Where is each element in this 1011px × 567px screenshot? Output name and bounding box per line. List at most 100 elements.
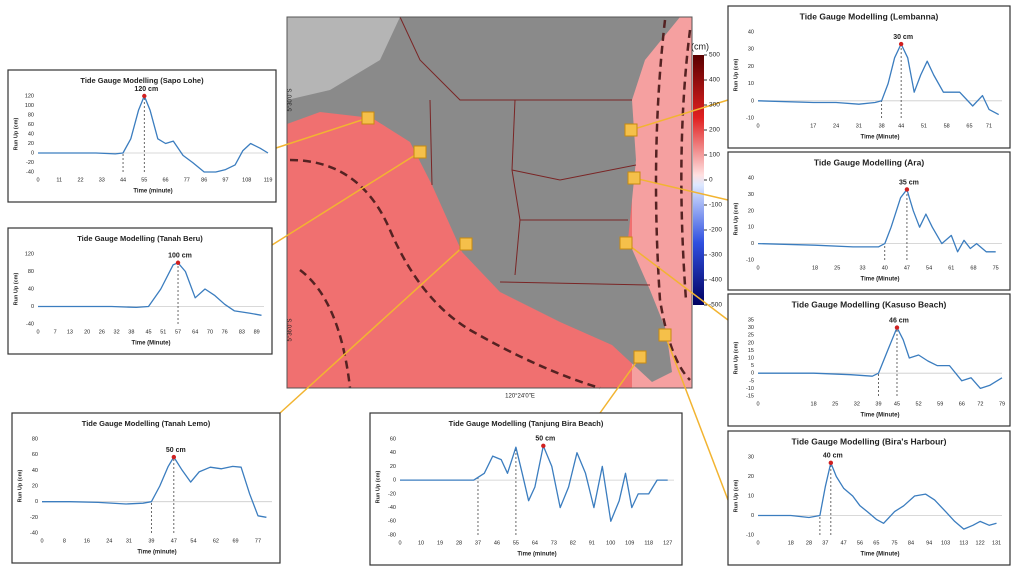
y-tick-label: -20 <box>26 160 34 166</box>
peak-marker <box>829 461 833 465</box>
x-tick-label: 89 <box>254 329 260 335</box>
y-tick-label: 0 <box>751 98 754 104</box>
x-tick-label: 11 <box>56 177 62 183</box>
x-tick-label: 59 <box>937 401 943 407</box>
x-tick-label: 45 <box>894 401 900 407</box>
chart-frame <box>728 294 1010 426</box>
y-tick-label: 40 <box>32 468 38 474</box>
x-tick-label: 77 <box>255 538 261 544</box>
x-tick-label: 109 <box>625 540 634 546</box>
y-tick-label: 5 <box>751 363 754 369</box>
gauge <box>628 172 640 184</box>
chart-title: Tide Gauge Modelling (Bira's Harbour) <box>792 436 947 446</box>
x-tick-label: 24 <box>106 538 112 544</box>
x-tick-label: 33 <box>99 177 105 183</box>
x-tick-label: 40 <box>882 265 888 271</box>
chart-title: Tide Gauge Modelling (Kasuso Beach) <box>792 299 947 309</box>
x-tick-label: 26 <box>99 329 105 335</box>
y-tick-label: 40 <box>748 29 754 35</box>
chart-title: Tide Gauge Modelling (Tanjung Bira Beach… <box>449 419 604 428</box>
x-axis-label: Time (Minute) <box>132 341 171 347</box>
y-tick-label: -40 <box>26 169 34 175</box>
x-tick-label: 44 <box>898 123 904 129</box>
x-tick-label: 0 <box>36 329 39 335</box>
x-tick-label: 103 <box>941 540 950 546</box>
x-tick-label: 58 <box>944 123 950 129</box>
peak-marker <box>541 444 545 448</box>
x-tick-label: 38 <box>128 329 134 335</box>
y-tick-label: -15 <box>746 393 754 399</box>
x-tick-label: 16 <box>84 538 90 544</box>
y-tick-label: 80 <box>32 436 38 442</box>
peak-label: 100 cm <box>168 253 192 260</box>
x-tick-label: 37 <box>822 540 828 546</box>
x-tick-label: 44 <box>120 177 126 183</box>
peak-label: 35 cm <box>899 179 919 186</box>
peak-marker <box>895 325 899 329</box>
x-tick-label: 8 <box>63 538 66 544</box>
map <box>287 17 704 388</box>
x-tick-label: 82 <box>570 540 576 546</box>
y-tick-label: 35 <box>748 317 754 323</box>
x-tick-label: 71 <box>986 123 992 129</box>
x-tick-label: 22 <box>77 177 83 183</box>
gauge <box>625 124 637 136</box>
x-tick-label: 32 <box>114 329 120 335</box>
x-tick-label: 64 <box>532 540 538 546</box>
x-tick-label: 122 <box>976 540 985 546</box>
x-tick-label: 113 <box>959 540 968 546</box>
y-tick-label: -10 <box>746 532 754 538</box>
y-axis-label: Run Up (cm) <box>733 479 739 512</box>
y-tick-label: -40 <box>26 321 34 327</box>
x-tick-label: 13 <box>67 329 73 335</box>
y-tick-label: 40 <box>390 450 396 456</box>
peak-label: 46 cm <box>889 317 909 324</box>
x-tick-label: 33 <box>860 265 866 271</box>
y-tick-label: -20 <box>388 491 396 497</box>
y-tick-label: 0 <box>751 513 754 519</box>
x-tick-label: 55 <box>141 177 147 183</box>
x-tick-label: 51 <box>921 123 927 129</box>
x-tick-label: 7 <box>54 329 57 335</box>
x-tick-label: 52 <box>916 401 922 407</box>
x-tick-label: 0 <box>756 540 759 546</box>
y-tick-label: 0 <box>31 304 34 310</box>
gauge <box>659 329 671 341</box>
x-tick-label: 20 <box>84 329 90 335</box>
colorbar-tick-label: -200 <box>709 227 722 234</box>
x-tick-label: 75 <box>892 540 898 546</box>
peak-label: 40 cm <box>823 453 843 460</box>
y-tick-label: -20 <box>30 515 38 521</box>
y-tick-label: 0 <box>35 499 38 505</box>
x-tick-label: 45 <box>145 329 151 335</box>
x-tick-label: 47 <box>841 540 847 546</box>
x-tick-label: 65 <box>966 123 972 129</box>
y-tick-label: -40 <box>388 505 396 511</box>
y-tick-label: 10 <box>748 81 754 87</box>
x-tick-label: 61 <box>948 265 954 271</box>
x-tick-label: 83 <box>239 329 245 335</box>
chart-frame <box>12 413 280 563</box>
x-tick-label: 131 <box>992 540 1001 546</box>
y-tick-label: 40 <box>28 131 34 137</box>
x-tick-label: 25 <box>834 265 840 271</box>
y-tick-label: 80 <box>28 112 34 118</box>
y-axis-label: Run Up (cm) <box>17 469 23 502</box>
peak-marker <box>905 187 909 191</box>
x-axis-label: Time (minute) <box>133 189 172 195</box>
figure: (cm) 5°30'0"S 5°36'0"S 120°24'0"E 500400… <box>0 0 1011 567</box>
x-tick-label: 32 <box>854 401 860 407</box>
y-axis-label: Run Up (cm) <box>13 272 19 305</box>
x-tick-label: 17 <box>810 123 816 129</box>
x-tick-label: 0 <box>756 401 759 407</box>
x-tick-label: 24 <box>833 123 839 129</box>
x-tick-label: 18 <box>812 265 818 271</box>
x-tick-label: 46 <box>494 540 500 546</box>
x-tick-label: 47 <box>904 265 910 271</box>
x-tick-label: 51 <box>160 329 166 335</box>
y-tick-label: 0 <box>751 371 754 377</box>
x-tick-label: 62 <box>213 538 219 544</box>
x-tick-label: 118 <box>644 540 653 546</box>
colorbar-tick-label: 400 <box>709 77 720 84</box>
y-tick-label: 0 <box>393 478 396 484</box>
